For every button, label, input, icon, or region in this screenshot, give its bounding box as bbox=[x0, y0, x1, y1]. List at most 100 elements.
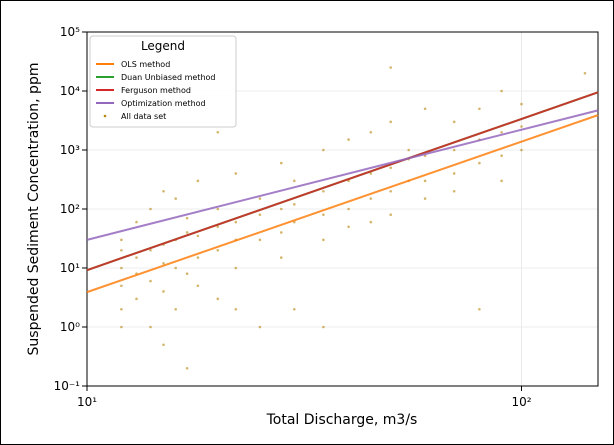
data-point bbox=[120, 266, 123, 270]
data-point bbox=[520, 148, 523, 152]
data-point bbox=[162, 189, 165, 193]
data-point bbox=[162, 290, 165, 293]
data-point bbox=[258, 325, 262, 329]
data-point bbox=[120, 248, 123, 252]
data-point bbox=[279, 161, 283, 165]
data-point bbox=[322, 213, 325, 217]
data-point bbox=[407, 148, 410, 152]
data-point bbox=[258, 213, 262, 217]
data-point bbox=[583, 71, 587, 75]
legend-label: Optimization method bbox=[121, 99, 206, 108]
data-point bbox=[196, 234, 200, 238]
data-point bbox=[423, 197, 427, 200]
legend-label: Ferguson method bbox=[121, 86, 191, 95]
data-point bbox=[369, 130, 373, 134]
data-point bbox=[135, 256, 138, 259]
y-tick-label: 10⁻¹ bbox=[54, 379, 81, 393]
data-point bbox=[389, 120, 392, 124]
data-point bbox=[293, 203, 296, 206]
legend-marker bbox=[103, 114, 107, 118]
data-point bbox=[322, 189, 325, 193]
data-point bbox=[500, 154, 503, 158]
data-point bbox=[389, 213, 392, 217]
y-tick-label: 10³ bbox=[60, 143, 80, 157]
data-point bbox=[322, 148, 325, 152]
data-point bbox=[478, 161, 481, 165]
data-point bbox=[196, 179, 200, 183]
data-point bbox=[322, 325, 325, 329]
data-point bbox=[389, 166, 392, 170]
data-point bbox=[279, 256, 283, 259]
data-point bbox=[216, 248, 220, 252]
data-point bbox=[185, 272, 189, 276]
data-point bbox=[258, 238, 262, 242]
data-point bbox=[369, 172, 373, 175]
data-point bbox=[234, 307, 238, 311]
data-point bbox=[162, 262, 165, 265]
data-point bbox=[322, 238, 325, 242]
data-point bbox=[162, 343, 165, 347]
y-tick-label: 10¹ bbox=[60, 261, 80, 275]
y-axis-label: Suspended Sediment Concentration, ppm bbox=[26, 63, 42, 356]
data-point bbox=[185, 231, 189, 234]
legend-label: All data set bbox=[121, 112, 166, 121]
data-point bbox=[347, 138, 350, 141]
data-point bbox=[135, 297, 138, 301]
data-point bbox=[500, 179, 503, 183]
data-point bbox=[216, 130, 220, 134]
data-point bbox=[174, 197, 177, 200]
y-tick-label: 10⁰ bbox=[60, 320, 80, 334]
data-point bbox=[216, 207, 220, 211]
data-point bbox=[369, 197, 373, 200]
data-point bbox=[234, 266, 238, 270]
data-point bbox=[279, 207, 283, 211]
data-point bbox=[389, 66, 392, 69]
data-point bbox=[135, 220, 138, 224]
y-tick-label: 10⁵ bbox=[60, 25, 80, 39]
plot-area bbox=[86, 31, 599, 387]
data-point bbox=[347, 225, 350, 229]
data-point bbox=[452, 120, 456, 124]
data-point bbox=[185, 366, 189, 370]
data-point bbox=[478, 307, 481, 311]
data-point bbox=[149, 325, 152, 329]
data-point bbox=[149, 248, 152, 252]
data-point bbox=[293, 179, 296, 183]
data-point bbox=[500, 130, 503, 134]
data-point bbox=[120, 307, 123, 311]
legend-label: Duan Unbiased method bbox=[121, 73, 215, 82]
data-point bbox=[234, 220, 238, 224]
data-point bbox=[196, 284, 200, 288]
data-point bbox=[369, 220, 373, 224]
data-point bbox=[149, 279, 152, 283]
data-point bbox=[500, 89, 503, 93]
data-point bbox=[120, 238, 123, 242]
data-point bbox=[452, 148, 456, 152]
data-point bbox=[196, 256, 200, 259]
y-tick-label: 10² bbox=[60, 202, 80, 216]
data-point bbox=[216, 297, 220, 301]
x-axis-label: Total Discharge, m3/s bbox=[266, 412, 418, 428]
x-tick-label: 10² bbox=[511, 395, 531, 409]
data-point bbox=[452, 172, 456, 175]
data-point bbox=[520, 102, 523, 106]
data-point bbox=[452, 189, 456, 193]
data-point bbox=[293, 307, 296, 311]
legend-box bbox=[89, 35, 237, 128]
data-point bbox=[120, 284, 123, 288]
data-point bbox=[347, 207, 350, 211]
data-point bbox=[279, 231, 283, 234]
legend-label: OLS method bbox=[121, 60, 170, 69]
data-point bbox=[174, 307, 177, 311]
data-point bbox=[216, 225, 220, 229]
data-point bbox=[185, 216, 189, 220]
data-point bbox=[520, 125, 523, 128]
data-point bbox=[423, 107, 427, 111]
data-point bbox=[478, 107, 481, 111]
data-point bbox=[423, 179, 427, 183]
data-point bbox=[234, 172, 238, 175]
data-point bbox=[174, 266, 177, 270]
y-tick-label: 10⁴ bbox=[60, 84, 80, 98]
legend-title: Legend bbox=[141, 39, 185, 53]
